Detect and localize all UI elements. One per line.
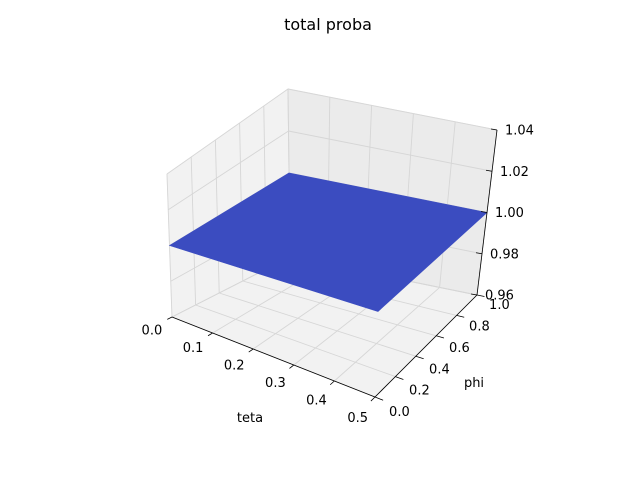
x-tick-mark — [370, 396, 376, 402]
y-axis-line — [374, 294, 478, 398]
y-grid-line — [242, 280, 437, 337]
y-grid-line — [195, 304, 396, 378]
x-tick-label: 0.2 — [224, 359, 245, 374]
x-tick-mark — [207, 332, 213, 337]
y-tick-label: 1.0 — [489, 298, 510, 313]
y-tick-mark — [476, 294, 485, 297]
y-tick-mark — [395, 376, 404, 380]
y-axis-label: phi — [464, 376, 484, 391]
z-tick-mark — [470, 293, 478, 296]
x-tick-mark — [289, 364, 295, 369]
chart-title: total proba — [284, 15, 372, 34]
x-tick-label: 0.0 — [142, 324, 163, 339]
z-tick-label: 0.96 — [485, 289, 514, 304]
z-tick-label: 1.04 — [505, 124, 534, 139]
y-tick-label: 0.2 — [409, 384, 430, 399]
y-tick-mark — [436, 335, 445, 339]
x-grid-line — [334, 287, 440, 382]
z-tick-label: 1.02 — [500, 165, 529, 180]
z-tick-mark — [485, 169, 493, 172]
tick-labels: 0.0 0.1 0.2 0.3 0.4 0.5 0.0 0.2 0.4 0.6 0.8 1.00.96… — [142, 124, 534, 426]
z-tick-mark — [475, 252, 483, 255]
z-grid-line — [166, 88, 289, 175]
z-grid-line — [288, 130, 493, 172]
x-tick-mark — [248, 348, 254, 353]
x-tick-label: 0.1 — [183, 341, 204, 356]
y-tick-mark — [415, 355, 424, 360]
x-tick-label: 0.4 — [306, 393, 327, 408]
z-grid-line — [287, 88, 498, 131]
x-tick-label: 0.3 — [265, 376, 286, 391]
z-tick-mark — [490, 128, 498, 131]
x-tick-mark — [167, 316, 173, 320]
y-tick-label: 0.8 — [469, 320, 490, 335]
z-tick-mark — [480, 211, 488, 213]
y-grid-line — [219, 292, 416, 357]
z-tick-label: 1.00 — [495, 206, 524, 221]
y-tick-mark — [456, 315, 465, 318]
z-tick-label: 0.98 — [490, 247, 519, 262]
z-grid-line — [168, 130, 289, 211]
x-tick-mark — [329, 380, 335, 386]
y-tick-label: 0.4 — [429, 362, 450, 377]
x-axis-line — [171, 316, 376, 398]
y-tick-mark — [374, 396, 384, 401]
x-tick-label: 0.5 — [347, 411, 368, 426]
y-tick-label: 0.0 — [389, 405, 410, 420]
y-tick-label: 0.6 — [449, 341, 470, 356]
x-axis-label: teta — [237, 411, 263, 426]
